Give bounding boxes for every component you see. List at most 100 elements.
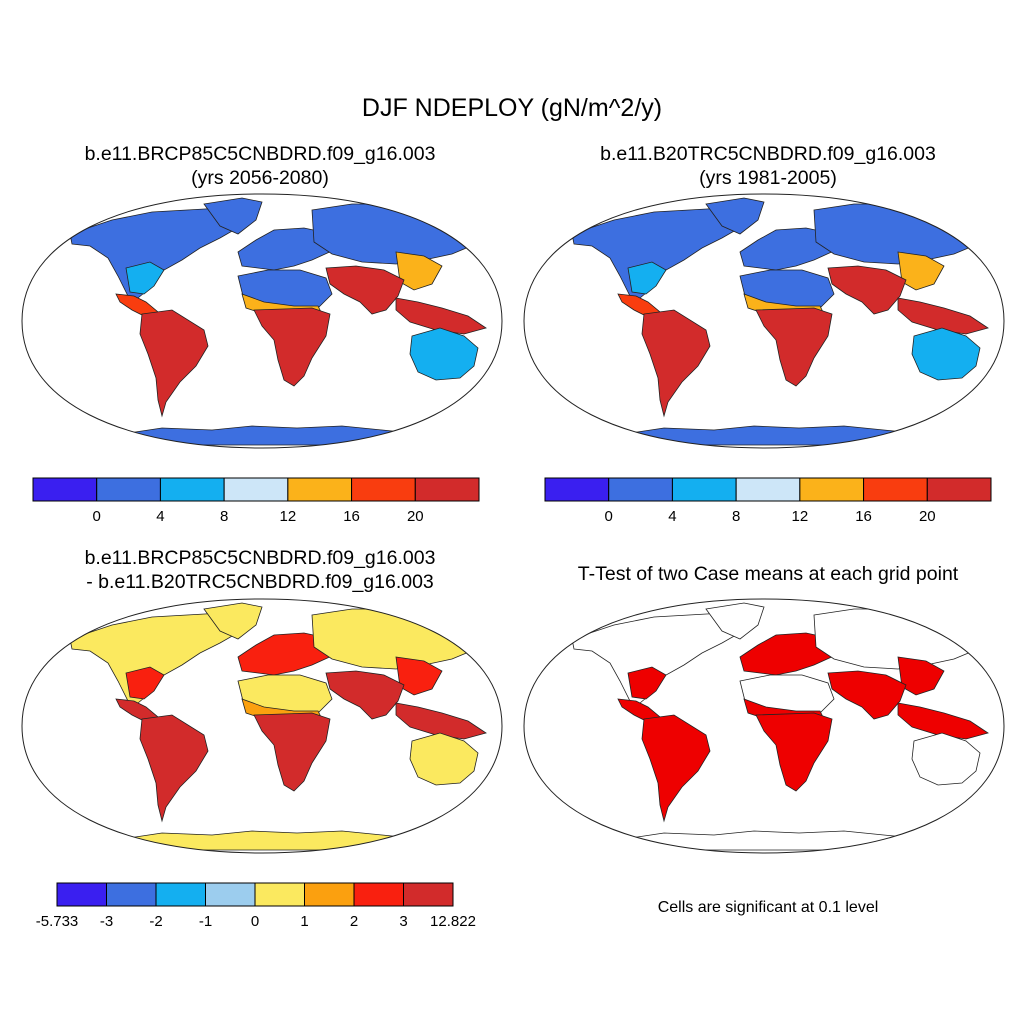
panel-diff-title: b.e11.BRCP85C5CNBDRD.f09_g16.003 - b.e11…: [20, 546, 500, 594]
colorbar-swatch: [254, 882, 305, 907]
colorbar-swatch: [159, 477, 225, 502]
colorbar-label: -5.733: [36, 913, 79, 930]
colorbar-label: 4: [156, 508, 164, 525]
region-south-asia: [827, 670, 907, 720]
colorbar-label: 12.822: [430, 913, 476, 930]
region-greenland: [705, 602, 765, 640]
colorbar-label: 0: [93, 508, 101, 525]
colorbar-diff: -5.733 -3 -2 -1 0 1 2 3 12.822: [36, 882, 476, 930]
region-us-east: [627, 261, 667, 295]
colorbar-swatch: [32, 477, 98, 502]
region-south-america: [139, 309, 209, 418]
region-us-east: [125, 666, 165, 700]
significance-note: Cells are significant at 0.1 level: [657, 899, 879, 916]
colorbar-swatch: [287, 477, 353, 502]
region-africa-south: [253, 307, 331, 387]
region-southeast-asia: [395, 297, 487, 335]
colorbar-label: 0: [605, 508, 613, 525]
colorbar-label: 20: [407, 508, 424, 525]
colorbar-swatch: [799, 477, 865, 502]
colorbar-swatch: [106, 882, 157, 907]
map-frame: [21, 598, 503, 854]
colorbar-label: 8: [220, 508, 228, 525]
region-africa-south: [253, 712, 331, 792]
region-southeast-asia: [897, 297, 989, 335]
colorbar-label: 2: [350, 913, 358, 930]
main-title: DJF NDEPLOY (gN/m^2/y): [361, 94, 663, 122]
colorbar-swatch: [353, 882, 404, 907]
colorbar-label: 12: [280, 508, 297, 525]
region-australia: [409, 327, 479, 381]
region-north-america: [69, 612, 241, 704]
colorbar-swatch: [205, 882, 256, 907]
colorbar-swatch: [351, 477, 416, 502]
colorbar-label: 3: [399, 913, 407, 930]
panel-case1-title-line1: b.e11.BRCP85C5CNBDRD.f09_g16.003: [84, 143, 436, 165]
panel-diff-title-line2: - b.e11.B20TRC5CNBDRD.f09_g16.003: [86, 571, 434, 593]
region-south-america: [641, 309, 711, 418]
map-case2: [523, 193, 1005, 449]
panel-case1-title: b.e11.BRCP85C5CNBDRD.f09_g16.003 (yrs 20…: [20, 142, 500, 190]
panel-case2-title: b.e11.B20TRC5CNBDRD.f09_g16.003 (yrs 198…: [528, 142, 1008, 190]
colorbar-swatch: [863, 477, 928, 502]
colorbar-label: -3: [100, 913, 113, 930]
region-southeast-asia: [897, 702, 989, 740]
colorbar-swatch: [926, 477, 992, 502]
region-europe: [237, 632, 335, 676]
colorbar-label: 16: [855, 508, 872, 525]
region-europe: [739, 632, 837, 676]
colorbar-swatch: [544, 477, 610, 502]
region-south-asia: [325, 670, 405, 720]
panel-case1-title-line2: (yrs 2056-2080): [191, 167, 329, 189]
region-north-america: [571, 612, 743, 704]
region-south-asia: [827, 265, 907, 315]
region-europe: [237, 227, 335, 271]
region-greenland: [705, 197, 765, 235]
colorbar-swatch: [56, 882, 107, 907]
colorbar-swatch: [304, 882, 355, 907]
region-europe: [739, 227, 837, 271]
colorbar-swatch: [414, 477, 480, 502]
region-south-america: [139, 714, 209, 823]
colorbar-swatch: [608, 477, 673, 502]
region-africa-south: [755, 712, 833, 792]
panel-case2-title-line2: (yrs 1981-2005): [699, 167, 837, 189]
region-us-east: [627, 666, 667, 700]
colorbar-swatch: [155, 882, 206, 907]
region-greenland: [203, 197, 263, 235]
region-southeast-asia: [395, 702, 487, 740]
colorbar-swatch: [671, 477, 737, 502]
region-australia: [911, 732, 981, 786]
colorbar-label: 20: [919, 508, 936, 525]
colorbar-swatch: [403, 882, 454, 907]
colorbar-case2: 0 4 8 12 16 20: [544, 477, 992, 525]
colorbar-label: -2: [149, 913, 162, 930]
colorbar-label: 0: [251, 913, 259, 930]
region-australia: [409, 732, 479, 786]
map-frame: [523, 193, 1005, 449]
colorbar-label: 16: [343, 508, 360, 525]
region-africa-south: [755, 307, 833, 387]
map-frame: [523, 598, 1005, 854]
region-us-east: [125, 261, 165, 295]
panel-diff-title-line1: b.e11.BRCP85C5CNBDRD.f09_g16.003: [84, 547, 436, 569]
region-north-america: [571, 207, 743, 299]
region-south-asia: [325, 265, 405, 315]
colorbar-case1: 0 4 8 12 16 20: [32, 477, 480, 525]
region-greenland: [203, 602, 263, 640]
region-south-america: [641, 714, 711, 823]
colorbar-swatch: [223, 477, 289, 502]
colorbar-label: 12: [792, 508, 809, 525]
panel-case2-title-line1: b.e11.B20TRC5CNBDRD.f09_g16.003: [600, 143, 936, 165]
map-frame: [21, 193, 503, 449]
panel-ttest-title: T-Test of two Case means at each grid po…: [577, 563, 959, 585]
colorbar-swatch: [735, 477, 801, 502]
colorbar-swatch: [96, 477, 161, 502]
region-north-america: [69, 207, 241, 299]
colorbar-label: -1: [199, 913, 212, 930]
map-diff: [21, 598, 503, 854]
colorbar-label: 1: [300, 913, 308, 930]
colorbar-label: 8: [732, 508, 740, 525]
map-case1: [21, 193, 503, 449]
map-ttest: [523, 598, 1005, 854]
